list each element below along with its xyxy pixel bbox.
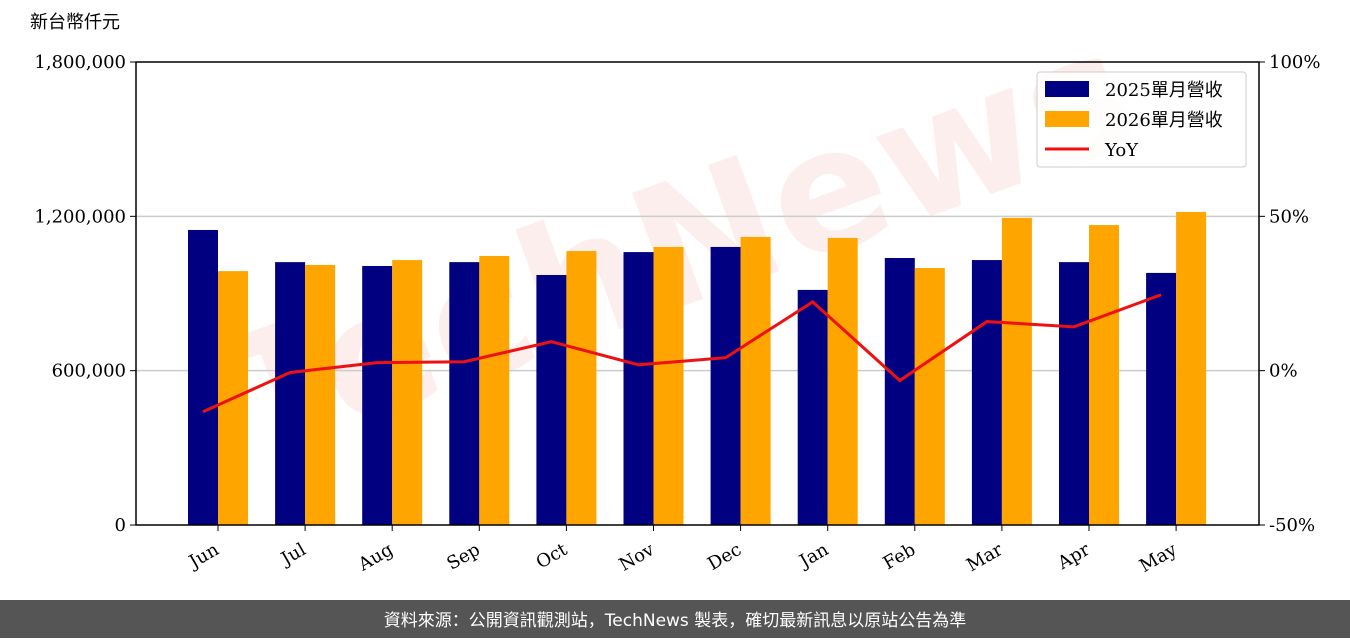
x-tick-label: Jan bbox=[794, 539, 832, 573]
source-note: 資料來源：公開資訊觀測站，TechNews 製表，確切最新訊息以原站公告為準 bbox=[384, 611, 966, 631]
x-tick-label: Oct bbox=[533, 539, 572, 574]
legend-box bbox=[1036, 71, 1247, 168]
legend-swatch bbox=[1045, 81, 1089, 97]
bar bbox=[392, 260, 423, 525]
bar bbox=[1001, 217, 1032, 526]
legend-swatch bbox=[1045, 111, 1089, 127]
x-tick-label: May bbox=[1136, 539, 1181, 577]
bar bbox=[797, 289, 828, 525]
x-tick-label: Aug bbox=[354, 539, 397, 576]
bar bbox=[1176, 211, 1207, 525]
legend-label: 2026單月營收 bbox=[1105, 110, 1223, 131]
bar bbox=[653, 246, 684, 525]
y-tick-label: 600,000 bbox=[52, 361, 126, 382]
bar bbox=[305, 264, 336, 525]
x-tick-label: Nov bbox=[616, 539, 659, 576]
x-tick-label: Jul bbox=[276, 539, 310, 571]
footer bbox=[0, 600, 1350, 638]
y2-tick-label: 0% bbox=[1269, 361, 1298, 382]
bar bbox=[536, 274, 567, 525]
legend-label: 2025單月營收 bbox=[1105, 80, 1223, 101]
bar bbox=[362, 265, 393, 525]
x-tick-label: Mar bbox=[963, 539, 1007, 576]
legend-label: YoY bbox=[1104, 140, 1139, 161]
y-tick-label: 1,800,000 bbox=[34, 52, 126, 73]
bar bbox=[971, 260, 1002, 525]
bar bbox=[275, 262, 306, 525]
unit-label: 新台幣仟元 bbox=[30, 12, 120, 33]
bar bbox=[827, 237, 858, 525]
bar bbox=[1146, 272, 1177, 525]
y2-tick-label: 50% bbox=[1269, 206, 1309, 227]
bar bbox=[1059, 262, 1089, 525]
bar bbox=[1089, 225, 1119, 525]
x-tick-label: Jun bbox=[184, 539, 223, 574]
bar bbox=[188, 229, 218, 525]
bar bbox=[566, 251, 597, 525]
yoy-line bbox=[202, 293, 1162, 414]
x-tick-label: Apr bbox=[1053, 539, 1093, 574]
bar bbox=[914, 268, 945, 525]
x-tick-label: Dec bbox=[704, 539, 745, 575]
y-tick-label: 1,200,000 bbox=[34, 206, 126, 227]
bar bbox=[479, 255, 510, 525]
x-tick-label: Feb bbox=[880, 539, 920, 574]
bar bbox=[740, 236, 771, 525]
y2-tick-label: 100% bbox=[1269, 52, 1320, 73]
x-tick-label: Sep bbox=[443, 539, 483, 574]
bar bbox=[884, 258, 915, 525]
plot-frame bbox=[135, 61, 1260, 526]
y-tick-label: 0 bbox=[115, 515, 126, 536]
bar bbox=[623, 252, 654, 525]
y2-tick-label: -50% bbox=[1269, 515, 1315, 536]
bar bbox=[710, 246, 741, 525]
bar bbox=[449, 262, 480, 525]
